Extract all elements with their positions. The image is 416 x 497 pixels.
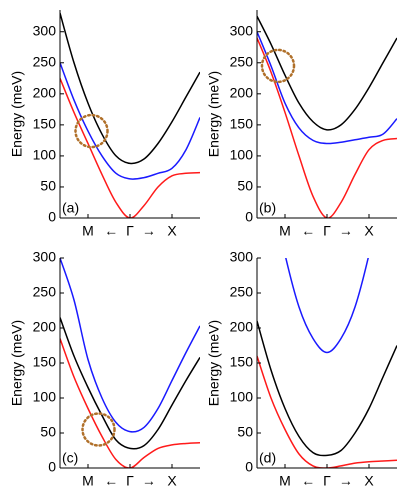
y-tick-label: 100 bbox=[33, 389, 57, 405]
y-tick-label: 0 bbox=[48, 459, 56, 475]
x-arrow: ← bbox=[301, 473, 315, 489]
plot-area bbox=[257, 258, 397, 468]
y-tick-label: 250 bbox=[33, 284, 57, 300]
x-tick-label: Γ bbox=[126, 223, 134, 239]
y-tick-label: 150 bbox=[33, 116, 57, 132]
band-curve bbox=[60, 78, 200, 218]
x-arrow: → bbox=[142, 223, 156, 239]
x-tick-label: X bbox=[167, 223, 177, 239]
band-curve bbox=[60, 12, 200, 165]
y-axis-label: Energy (meV) bbox=[9, 71, 25, 157]
y-tick-label: 200 bbox=[33, 319, 57, 335]
y-tick-label: 150 bbox=[33, 354, 57, 370]
x-arrow: → bbox=[339, 223, 353, 239]
y-tick-label: 200 bbox=[230, 85, 254, 101]
y-axis-label: Energy (meV) bbox=[206, 71, 222, 157]
y-tick-label: 0 bbox=[245, 459, 253, 475]
x-arrow: → bbox=[142, 473, 156, 489]
x-tick-label: M bbox=[279, 223, 291, 239]
y-tick-label: 250 bbox=[230, 284, 254, 300]
y-tick-label: 50 bbox=[40, 178, 56, 194]
y-tick-label: 300 bbox=[230, 22, 254, 38]
y-tick-label: 50 bbox=[40, 424, 56, 440]
y-axis-label: Energy (meV) bbox=[206, 320, 222, 406]
x-arrow: ← bbox=[104, 473, 118, 489]
y-tick-label: 300 bbox=[230, 249, 254, 265]
x-arrow: ← bbox=[104, 223, 118, 239]
band-curve bbox=[285, 258, 369, 354]
y-tick-label: 200 bbox=[33, 85, 57, 101]
band-curve bbox=[257, 15, 397, 131]
y-tick-label: 200 bbox=[230, 319, 254, 335]
panel-label: (a) bbox=[62, 200, 79, 216]
x-tick-label: M bbox=[82, 223, 94, 239]
x-tick-label: X bbox=[167, 473, 177, 489]
panel: 0 50 100 150 200 250 300 M Γ X ← → (b) Energy (meV) bbox=[206, 10, 397, 239]
highlight-circle bbox=[260, 48, 296, 84]
plot-area bbox=[60, 258, 200, 468]
y-tick-label: 300 bbox=[33, 249, 57, 265]
highlight-circle bbox=[81, 412, 116, 447]
y-tick-label: 100 bbox=[230, 389, 254, 405]
x-tick-label: Γ bbox=[323, 223, 331, 239]
band-curve bbox=[257, 37, 397, 218]
x-tick-label: Γ bbox=[126, 473, 134, 489]
y-tick-label: 100 bbox=[230, 147, 254, 163]
x-arrow: ← bbox=[301, 223, 315, 239]
y-axis-label: Energy (meV) bbox=[9, 320, 25, 406]
panel-label: (c) bbox=[62, 450, 78, 466]
y-tick-label: 150 bbox=[230, 354, 254, 370]
y-tick-label: 100 bbox=[33, 147, 57, 163]
x-arrow: → bbox=[339, 473, 353, 489]
x-tick-label: X bbox=[364, 223, 374, 239]
panel-label: (d) bbox=[259, 450, 276, 466]
y-tick-label: 0 bbox=[245, 209, 253, 225]
x-tick-label: X bbox=[364, 473, 374, 489]
y-tick-label: 50 bbox=[237, 424, 253, 440]
y-tick-label: 250 bbox=[230, 53, 254, 69]
band-curve bbox=[257, 31, 397, 145]
x-tick-label: M bbox=[82, 473, 94, 489]
y-tick-label: 50 bbox=[237, 178, 253, 194]
plot-area bbox=[257, 15, 397, 218]
band-curve bbox=[60, 317, 200, 450]
band-curve bbox=[257, 320, 397, 457]
band-curve bbox=[60, 338, 200, 468]
x-tick-label: Γ bbox=[323, 473, 331, 489]
y-tick-label: 0 bbox=[48, 209, 56, 225]
highlight-circle bbox=[74, 113, 109, 149]
band-curve bbox=[60, 62, 200, 180]
y-tick-label: 150 bbox=[230, 116, 254, 132]
plot-area bbox=[60, 12, 200, 218]
band-curve bbox=[60, 258, 200, 433]
panel: 0 50 100 150 200 250 300 M Γ X ← → (d) Energy (meV) bbox=[206, 249, 397, 489]
panel: 0 50 100 150 200 250 300 M Γ X ← → (a) Energy (meV) bbox=[9, 10, 200, 239]
x-tick-label: M bbox=[279, 473, 291, 489]
y-tick-label: 300 bbox=[33, 22, 57, 38]
band-curve bbox=[257, 355, 397, 468]
panel-label: (b) bbox=[259, 200, 276, 216]
y-tick-label: 250 bbox=[33, 53, 57, 69]
panel: 0 50 100 150 200 250 300 M Γ X ← → (c) Energy (meV) bbox=[9, 249, 200, 489]
